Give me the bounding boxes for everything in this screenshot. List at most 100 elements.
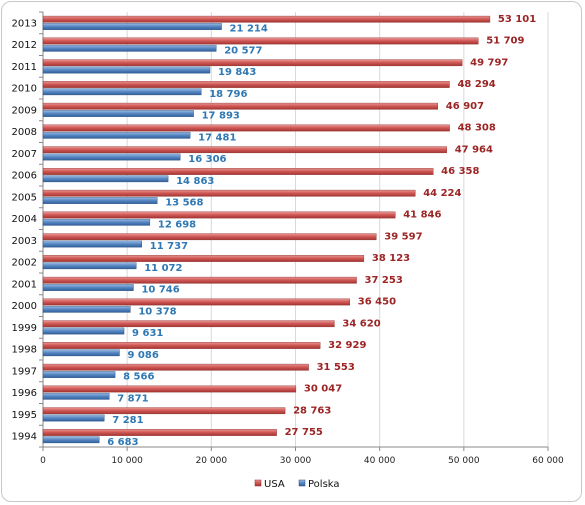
data-label-polska: 10 378 [138,306,176,317]
data-label-usa: 34 620 [342,318,380,329]
data-label-polska: 12 698 [158,219,196,230]
bar-polska [42,66,211,74]
bar-usa [42,189,416,197]
bar-polska [42,349,120,357]
y-tick-label: 2004 [12,214,37,225]
data-label-usa: 47 964 [455,144,493,155]
bar-usa [42,342,321,349]
y-tick-label: 1996 [12,388,37,399]
bar-polska [42,371,116,378]
y-tick-label: 2002 [12,258,37,269]
data-label-usa: 32 929 [328,340,366,351]
data-label-usa: 31 553 [317,362,355,373]
data-label-polska: 7 871 [117,393,148,404]
bar-polska [42,131,191,139]
y-tick-label: 2001 [12,279,37,290]
legend-label-usa: USA [264,479,285,490]
x-tick-label: 50 000 [448,456,480,466]
bar-polska [42,23,222,30]
data-label-usa: 36 450 [358,297,396,308]
bar-polska [42,240,142,248]
data-label-polska: 9 631 [132,328,163,339]
data-label-usa: 46 907 [446,101,484,112]
data-label-polska: 8 566 [123,372,154,383]
bar-usa [42,233,377,241]
bar-polska [42,153,181,161]
bar-usa [42,320,335,328]
bar-usa [42,146,447,154]
data-label-usa: 27 755 [285,427,323,438]
y-tick-label: 1995 [12,410,37,421]
data-label-polska: 19 843 [218,67,256,78]
y-tick-label: 1999 [12,323,37,334]
y-tick-label: 2003 [12,236,37,247]
bar-usa [42,429,277,436]
x-tick-label: 40 000 [364,456,396,466]
data-label-polska: 16 306 [188,154,226,165]
bar-usa [42,15,491,23]
data-label-usa: 44 224 [423,188,461,199]
bar-usa [42,59,463,67]
data-label-usa: 41 846 [403,210,441,221]
y-tick-label: 1994 [12,432,37,443]
x-tick-label: 30 000 [280,456,312,466]
x-tick-label: 10 000 [111,456,143,466]
y-tick-label: 2006 [12,171,37,182]
bar-usa [42,363,309,371]
data-label-usa: 53 101 [498,14,536,25]
bar-usa [42,102,439,110]
data-label-polska: 11 072 [144,263,182,274]
data-label-polska: 10 746 [141,285,179,296]
bar-usa [42,407,286,415]
y-tick-label: 2012 [12,40,37,51]
bar-usa [42,168,434,175]
x-tick-label: 20 000 [196,456,228,466]
bar-polska [42,284,134,291]
bar-polska [42,262,137,270]
legend: USA Polska [254,479,340,490]
bar-polska [42,88,202,96]
data-label-polska: 11 737 [150,241,188,252]
data-label-polska: 14 863 [176,176,214,187]
data-label-polska: 17 481 [198,132,236,143]
bar-polska [42,305,131,313]
bar-polska [42,327,125,335]
bar-usa [42,81,450,88]
x-tick-label: 0 [40,456,46,466]
bar-polska [42,436,100,444]
y-tick-label: 2009 [12,105,37,116]
y-tick-label: 2013 [12,18,37,29]
bar-usa [42,276,357,284]
data-label-polska: 21 214 [230,24,268,35]
data-label-polska: 17 893 [202,111,240,122]
y-tick-label: 1998 [12,345,37,356]
data-label-polska: 9 086 [127,350,158,361]
bar-usa [42,211,396,219]
bar-polska [42,218,151,226]
legend-label-polska: Polska [308,479,340,490]
data-label-polska: 18 796 [209,89,247,100]
bar-usa [42,124,450,132]
bar-polska [42,414,105,422]
data-label-usa: 48 294 [457,79,495,90]
data-label-usa: 28 763 [293,405,331,416]
bar-polska [42,44,217,52]
axes: 0 10 000 20 000 30 000 40 000 50 000 60 000 199… [12,11,564,466]
y-tick-label: 2007 [12,149,37,160]
y-tick-label: 2008 [12,127,37,138]
data-label-usa: 38 123 [372,253,410,264]
y-tick-label: 2011 [12,62,37,73]
data-label-usa: 37 253 [365,275,403,286]
legend-swatch-usa [254,479,262,487]
data-labels: 27 755 6 683 28 763 7 281 30 047 7 871 31 553 8… [107,14,536,448]
data-label-usa: 39 597 [384,231,422,242]
data-label-polska: 6 683 [107,437,138,448]
y-tick-label: 2000 [12,301,37,312]
bar-polska [42,175,169,183]
data-label-usa: 46 358 [441,166,479,177]
x-tick-label: 60 000 [532,456,564,466]
bar-usa [42,37,479,45]
data-label-usa: 48 308 [458,123,496,134]
